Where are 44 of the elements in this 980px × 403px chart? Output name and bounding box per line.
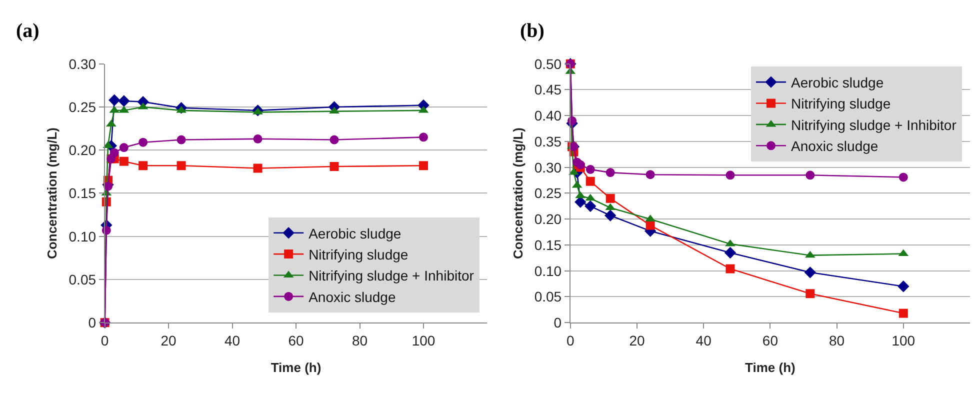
chart-title: (a): [16, 20, 40, 42]
legend-label: Nitrifying sludge + Inhibitor: [308, 268, 474, 284]
y-tick-label: 0.05: [68, 271, 96, 288]
x-tick-label: 80: [352, 332, 368, 348]
y-tick-label: 0.45: [534, 82, 562, 98]
legend-label: Anoxic sludge: [308, 288, 396, 305]
x-tick-label: 80: [829, 332, 845, 348]
y-tick-label: 0.25: [534, 185, 562, 202]
y-tick-label: 0.35: [534, 133, 562, 150]
legend-label: Nitrifying sludge: [308, 246, 408, 263]
x-tick-label: 100: [412, 332, 436, 348]
y-tick-label: 0.10: [68, 228, 96, 244]
x-axis-title: Time (h): [745, 360, 796, 376]
y-tick-label: 0.30: [534, 159, 562, 176]
legend-label: Aerobic sludge: [308, 225, 402, 242]
y-axis-title: Concentration (mg/L): [44, 128, 60, 259]
y-tick-label: 0.20: [534, 211, 562, 228]
y-tick-label: 0.30: [68, 56, 96, 72]
y-tick-label: 0.25: [68, 98, 96, 115]
legend-label: Nitrifying sludge: [791, 96, 891, 112]
chart-title: (b): [520, 20, 544, 42]
y-tick-label: 0.15: [534, 236, 562, 253]
x-tick-label: 60: [288, 332, 304, 348]
y-tick-label: 0.05: [534, 288, 562, 305]
legend-label: Anoxic sludge: [791, 138, 878, 154]
y-tick-label: 0: [88, 314, 96, 331]
y-tick-label: 0.20: [68, 142, 96, 158]
x-tick-label: 40: [224, 332, 240, 348]
y-tick-label: 0.50: [534, 56, 562, 72]
y-axis-title: Concentration (mg/L): [510, 128, 526, 259]
legend-label: Nitrifying sludge + Inhibitor: [791, 116, 957, 133]
x-tick-label: 40: [696, 332, 712, 348]
y-tick-label: 0.40: [534, 108, 562, 124]
x-axis-title: Time (h): [270, 360, 322, 376]
x-tick-label: 20: [629, 332, 645, 348]
x-tick-label: 20: [160, 332, 177, 348]
x-tick-label: 100: [892, 332, 916, 348]
y-tick-label: 0.15: [68, 185, 96, 202]
x-tick-label: 0: [566, 332, 574, 348]
x-tick-label: 0: [100, 332, 109, 348]
x-tick-label: 60: [762, 332, 778, 348]
legend-label: Aerobic sludge: [791, 74, 884, 91]
y-tick-label: 0: [554, 314, 562, 331]
y-tick-label: 0.10: [534, 262, 562, 279]
